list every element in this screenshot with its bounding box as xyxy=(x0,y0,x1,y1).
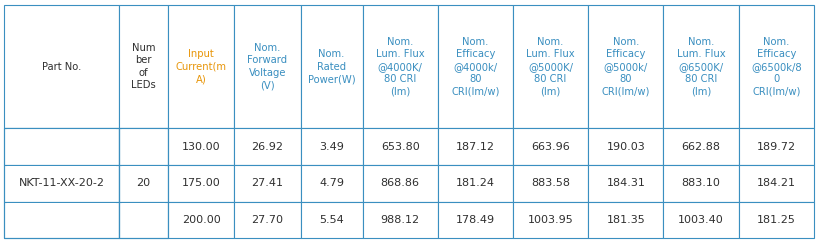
Bar xyxy=(234,165,300,202)
Text: Nom.
Lum. Flux
@5000K/
80 CRI
(lm): Nom. Lum. Flux @5000K/ 80 CRI (lm) xyxy=(526,37,575,96)
Bar xyxy=(739,202,814,238)
Text: Nom.
Efficacy
@6500k/8
0
CRI(lm/w): Nom. Efficacy @6500k/8 0 CRI(lm/w) xyxy=(751,37,802,96)
Text: 988.12: 988.12 xyxy=(380,215,420,225)
Bar xyxy=(300,129,362,165)
Bar xyxy=(119,129,168,165)
Text: 27.70: 27.70 xyxy=(251,215,283,225)
Bar xyxy=(362,5,438,129)
Text: 187.12: 187.12 xyxy=(456,142,495,152)
Bar xyxy=(513,165,588,202)
Bar xyxy=(4,129,119,238)
Text: 184.31: 184.31 xyxy=(606,178,645,188)
Bar xyxy=(123,166,164,201)
Bar xyxy=(588,129,663,165)
Text: 27.41: 27.41 xyxy=(251,178,283,188)
Bar xyxy=(362,165,438,202)
Bar xyxy=(739,165,814,202)
Text: 4.79: 4.79 xyxy=(319,178,344,188)
Text: 181.25: 181.25 xyxy=(757,215,796,225)
Bar xyxy=(588,165,663,202)
Text: 3.49: 3.49 xyxy=(319,142,344,152)
Text: 20: 20 xyxy=(137,178,151,188)
Bar xyxy=(168,165,234,202)
Text: 175.00: 175.00 xyxy=(182,178,220,188)
Bar xyxy=(739,129,814,165)
Text: Nom.
Forward
Voltage
(V): Nom. Forward Voltage (V) xyxy=(247,43,287,90)
Bar xyxy=(588,5,663,129)
Text: 189.72: 189.72 xyxy=(757,142,796,152)
Bar xyxy=(4,202,119,238)
Text: 883.10: 883.10 xyxy=(681,178,721,188)
Bar xyxy=(362,202,438,238)
Text: 184.21: 184.21 xyxy=(757,178,796,188)
Bar xyxy=(7,166,116,201)
Text: Nom.
Efficacy
@4000k/
80
CRI(lm/w): Nom. Efficacy @4000k/ 80 CRI(lm/w) xyxy=(452,37,500,96)
Bar xyxy=(300,5,362,129)
Text: 883.58: 883.58 xyxy=(531,178,570,188)
Text: 181.35: 181.35 xyxy=(606,215,645,225)
Bar xyxy=(513,129,588,165)
Text: 663.96: 663.96 xyxy=(531,142,570,152)
Text: Num
ber
of
LEDs: Num ber of LEDs xyxy=(131,43,156,90)
Bar xyxy=(438,5,513,129)
Text: Input
Current(m
A): Input Current(m A) xyxy=(176,49,227,84)
Text: 5.54: 5.54 xyxy=(319,215,344,225)
Bar xyxy=(663,129,739,165)
Text: Nom.
Rated
Power(W): Nom. Rated Power(W) xyxy=(308,49,355,84)
Text: 662.88: 662.88 xyxy=(681,142,721,152)
Bar xyxy=(7,203,116,237)
Bar xyxy=(119,129,168,238)
Bar xyxy=(234,129,300,165)
Text: 190.03: 190.03 xyxy=(606,142,645,152)
Bar xyxy=(663,5,739,129)
Text: 181.24: 181.24 xyxy=(456,178,495,188)
Bar xyxy=(119,202,168,238)
Text: 868.86: 868.86 xyxy=(380,178,420,188)
Bar xyxy=(234,202,300,238)
Bar xyxy=(168,5,234,129)
Bar xyxy=(300,165,362,202)
Bar xyxy=(663,165,739,202)
Text: 1003.40: 1003.40 xyxy=(678,215,724,225)
Bar xyxy=(438,129,513,165)
Bar xyxy=(300,202,362,238)
Bar xyxy=(123,203,164,237)
Text: Nom.
Efficacy
@5000k/
80
CRI(lm/w): Nom. Efficacy @5000k/ 80 CRI(lm/w) xyxy=(602,37,650,96)
Bar xyxy=(438,165,513,202)
Text: 178.49: 178.49 xyxy=(456,215,495,225)
Text: 653.80: 653.80 xyxy=(380,142,420,152)
Bar xyxy=(4,5,119,129)
Bar xyxy=(663,202,739,238)
Bar xyxy=(119,165,168,202)
Text: Nom.
Lum. Flux
@6500K/
80 CRI
(lm): Nom. Lum. Flux @6500K/ 80 CRI (lm) xyxy=(676,37,726,96)
Bar xyxy=(234,5,300,129)
Bar xyxy=(4,129,119,165)
Bar xyxy=(588,202,663,238)
Text: 200.00: 200.00 xyxy=(182,215,220,225)
Bar xyxy=(362,129,438,165)
Bar xyxy=(7,130,116,164)
Text: 26.92: 26.92 xyxy=(251,142,283,152)
Bar xyxy=(123,130,164,164)
Text: Part No.: Part No. xyxy=(42,62,81,72)
Bar xyxy=(4,165,119,202)
Bar xyxy=(438,202,513,238)
Bar xyxy=(168,202,234,238)
Text: Nom.
Lum. Flux
@4000K/
80 CRI
(lm): Nom. Lum. Flux @4000K/ 80 CRI (lm) xyxy=(375,37,425,96)
Text: 130.00: 130.00 xyxy=(182,142,220,152)
Bar xyxy=(513,202,588,238)
Text: NKT-11-XX-20-2: NKT-11-XX-20-2 xyxy=(19,178,105,188)
Bar xyxy=(119,5,168,129)
Bar xyxy=(739,5,814,129)
Bar xyxy=(513,5,588,129)
Text: 1003.95: 1003.95 xyxy=(528,215,573,225)
Bar xyxy=(168,129,234,165)
